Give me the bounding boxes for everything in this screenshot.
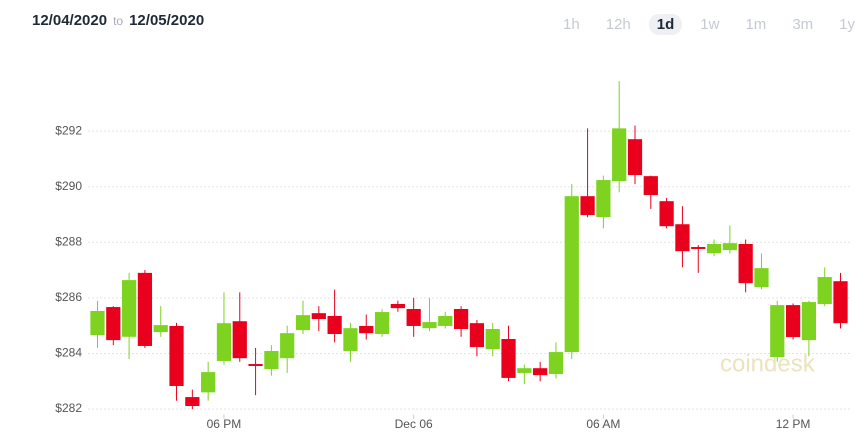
candle-body	[596, 180, 611, 218]
candle-body	[295, 315, 311, 331]
y-tick-label: $290	[55, 179, 82, 193]
candle-body	[691, 247, 706, 249]
candle-body	[801, 302, 817, 341]
candle-body	[659, 201, 674, 227]
watermark: coindesk	[720, 350, 816, 377]
candle-body	[785, 305, 801, 338]
candle-body	[422, 322, 437, 329]
x-tick-label: Dec 06	[395, 417, 433, 431]
range-button[interactable]: 1d	[648, 14, 683, 35]
candle-body	[627, 139, 643, 176]
candle-body	[359, 325, 374, 334]
candle-body	[264, 350, 279, 370]
candle-body	[453, 308, 469, 330]
candle-body	[343, 328, 358, 351]
x-tick-label: 12 PM	[776, 417, 811, 431]
candle-body	[564, 196, 579, 353]
y-tick-label: $292	[55, 123, 82, 137]
range-button[interactable]: 1w	[700, 16, 720, 33]
date-range: 12/04/2020 to 12/05/2020	[32, 12, 204, 29]
y-tick-label: $286	[55, 290, 82, 304]
candle-body	[738, 243, 753, 284]
x-tick-label: 06 PM	[207, 417, 242, 431]
candle-body	[121, 280, 137, 337]
candle-body	[817, 277, 832, 304]
candle-body	[517, 368, 532, 373]
candle-body	[248, 364, 263, 366]
from-date: 12/04/2020	[32, 12, 108, 29]
candle-body	[106, 307, 121, 341]
candle-body	[612, 128, 627, 182]
range-selector: 1h 12h 1d 1w 1m 3m 1y	[545, 14, 863, 35]
to-date: 12/05/2020	[129, 12, 205, 29]
candle-body	[153, 325, 168, 333]
candle-body	[280, 333, 295, 359]
candle-body	[722, 243, 737, 251]
candle-body	[548, 352, 564, 375]
candle-body	[675, 224, 690, 252]
candle-body	[90, 310, 105, 336]
candle-body	[643, 176, 658, 196]
candle-body	[311, 313, 326, 320]
candle-body	[327, 315, 342, 335]
range-button[interactable]: 1h	[563, 16, 580, 33]
range-button[interactable]: 12h	[605, 16, 631, 33]
range-button[interactable]: 3m	[792, 16, 814, 33]
range-button[interactable]: 1y	[839, 16, 855, 33]
y-tick-label: $284	[55, 346, 82, 360]
y-tick-label: $288	[55, 234, 82, 248]
candle-body	[469, 323, 485, 348]
candle-body	[438, 315, 453, 326]
candle-body	[533, 368, 548, 376]
candle-body	[169, 325, 184, 386]
candle-body	[185, 397, 200, 406]
candle-body	[216, 323, 232, 361]
candle-body	[374, 312, 390, 335]
candle-body	[390, 303, 405, 309]
y-tick-label: $282	[55, 401, 82, 415]
candle-body	[137, 272, 153, 346]
x-tick-label: 06 AM	[586, 417, 620, 431]
candle-body	[770, 305, 785, 358]
candle-body	[501, 339, 516, 378]
candle-body	[833, 281, 848, 324]
to-word: to	[113, 14, 124, 28]
candle-body	[406, 308, 421, 326]
candle-body	[485, 329, 500, 350]
candle-body	[201, 372, 216, 393]
candle-body	[706, 243, 722, 254]
range-button[interactable]: 1m	[745, 16, 767, 33]
candle-body	[232, 321, 247, 359]
candle-body	[754, 268, 769, 288]
candle-body	[580, 196, 595, 216]
